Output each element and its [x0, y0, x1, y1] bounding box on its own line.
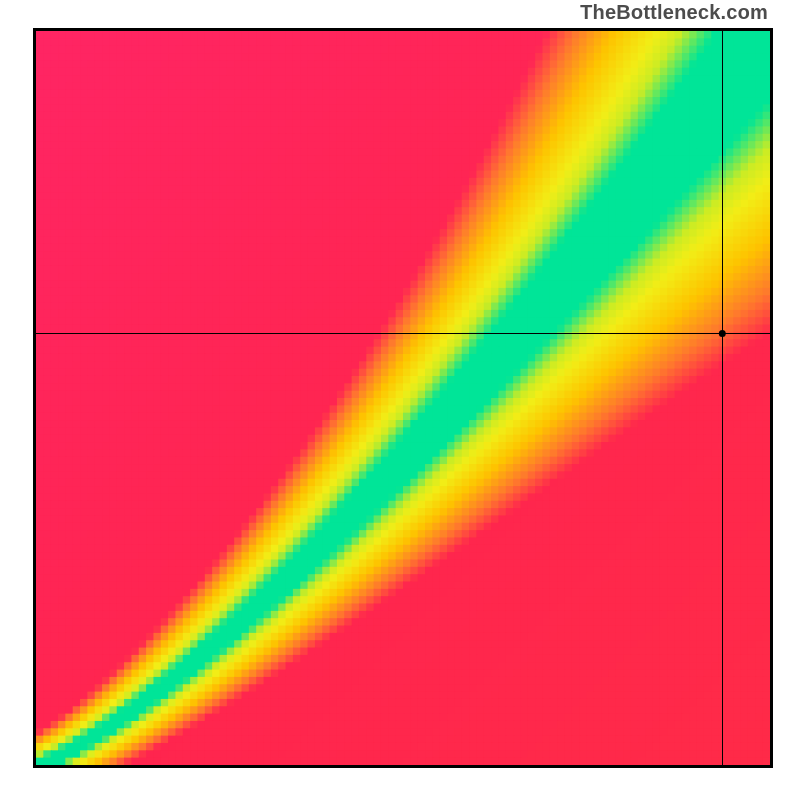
heatmap-canvas: [36, 31, 770, 765]
branding-text: TheBottleneck.com: [580, 2, 768, 25]
chart-container: TheBottleneck.com: [0, 0, 800, 800]
heatmap-plot: [33, 28, 773, 768]
